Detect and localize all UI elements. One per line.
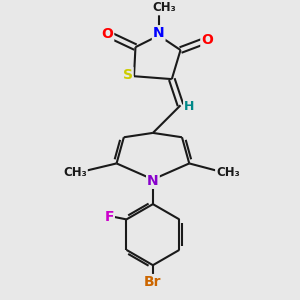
Text: CH₃: CH₃	[152, 2, 176, 14]
Text: F: F	[104, 210, 114, 224]
Text: CH₃: CH₃	[63, 166, 87, 178]
Text: N: N	[147, 174, 159, 188]
Text: O: O	[201, 33, 213, 47]
Text: O: O	[101, 27, 113, 41]
Text: H: H	[184, 100, 194, 113]
Text: Br: Br	[144, 275, 162, 289]
Text: CH₃: CH₃	[216, 166, 240, 178]
Text: S: S	[123, 68, 133, 82]
Text: N: N	[153, 26, 164, 40]
